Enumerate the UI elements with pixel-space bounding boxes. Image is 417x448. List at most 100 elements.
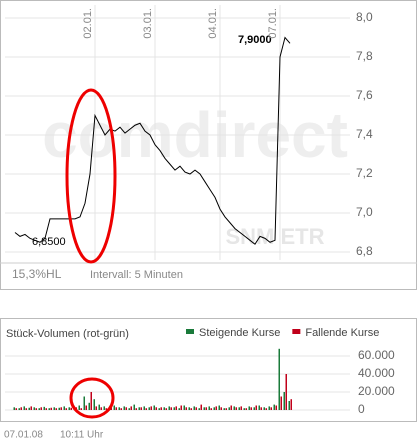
volume-bar [70,407,72,410]
volume-bar [283,392,285,410]
volume-bar [143,406,145,410]
volume-bar [100,407,102,410]
volume-bar [200,404,202,410]
volume-bar [180,405,182,410]
y-tick-label: 7,6 [356,88,373,102]
volume-bar [278,348,280,410]
volume-bar [165,408,167,410]
volume-bar [48,408,50,410]
footer-date: 07.01.08 [4,430,43,441]
volume-bar [115,407,117,410]
legend-swatch [292,329,301,334]
volume-bar [275,405,277,410]
volume-bar [185,407,187,410]
volume-bar [35,408,37,410]
volume-bar [23,406,25,410]
volume-bar [33,407,35,410]
volume-bar [280,396,282,410]
volume-bar [205,407,207,410]
volume-bar [28,407,30,410]
volume-bar [285,374,287,410]
volume-bar [118,407,120,410]
volume-bar [203,407,205,410]
volume-bar [113,405,115,410]
volume-bar [258,405,260,410]
volume-bar [210,408,212,410]
volume-bar [233,406,235,410]
volume-bar [20,407,22,410]
x-tick-label: 04.01. [207,8,219,39]
volume-bar [213,407,215,410]
volume-bar [253,407,255,410]
volume-bar [78,405,80,410]
volume-bar [190,408,192,410]
y-tick-label: 8,0 [356,10,373,24]
volume-bar [155,407,157,410]
volume-bar [290,399,292,410]
volume-bar [40,407,42,410]
volume-bar [30,406,32,410]
volume-bar [178,408,180,410]
volume-bar [265,408,267,410]
footer-time: 10:11 Uhr [60,430,104,441]
volume-bar [163,407,165,410]
volume-bar [123,406,125,410]
volume-bar [105,408,107,410]
volume-bar [103,406,105,410]
volume-bar [125,407,127,410]
volume-bar [250,407,252,410]
y-tick-label: 7,4 [356,127,373,141]
volume-bar [25,408,27,410]
volume-bar [53,407,55,410]
volume-bar [65,408,67,410]
volume-bar [88,402,90,410]
volume-bar [195,407,197,410]
volume-bar [153,405,155,410]
volume-bar [68,407,70,410]
plot: 6,8 7,0 7,2 7,4 7,6 7,8 8,0 02.01. 03.01. 04.01. 0… [5,5,395,416]
volume-bar [50,407,52,410]
y-tick-label: 7,2 [356,166,373,180]
volume-bar [15,408,17,410]
volume-bar [245,408,247,410]
price-line [14,36,291,245]
volume-bar [173,407,175,410]
y-tick-label: 60.000 [358,348,395,362]
volume-bar [60,407,62,410]
volume-bar [260,407,262,410]
volume-bar [120,408,122,410]
volume-bar [268,406,270,410]
volume-panel [0,318,417,422]
volume-bar [243,408,245,410]
volume-bar [288,401,290,410]
volume-bar [45,408,47,410]
volume-bar [255,405,257,410]
volume-bar [158,408,160,410]
volume-bar [238,407,240,410]
volume-bar [38,408,40,410]
volume-bar [135,408,137,410]
volume-bar [63,406,65,410]
highlight-ellipse [65,88,117,264]
volume-bar [230,405,232,410]
volume-bar [240,406,242,410]
volume-bar [90,392,92,410]
volume-bar [235,407,237,410]
legend-label: Fallende Kurse [305,327,379,339]
volume-bar [13,407,15,410]
volume-bar [55,408,57,410]
interval-label: Intervall: 5 Minuten [90,269,183,281]
highlight-ellipse [69,377,115,419]
y-tick-label: 7,0 [356,205,373,219]
volume-bar [188,407,190,410]
y-tick-label: 40.000 [358,366,395,380]
range-label: 15,3%HL [12,267,62,281]
volume-bar [225,408,227,410]
volume-bar [83,396,85,410]
volume-bar [58,407,60,410]
high-label: 7,9000 [238,34,272,46]
volume-bar [263,407,265,410]
volume-bar [43,406,45,410]
y-tick-label: 7,8 [356,49,373,63]
